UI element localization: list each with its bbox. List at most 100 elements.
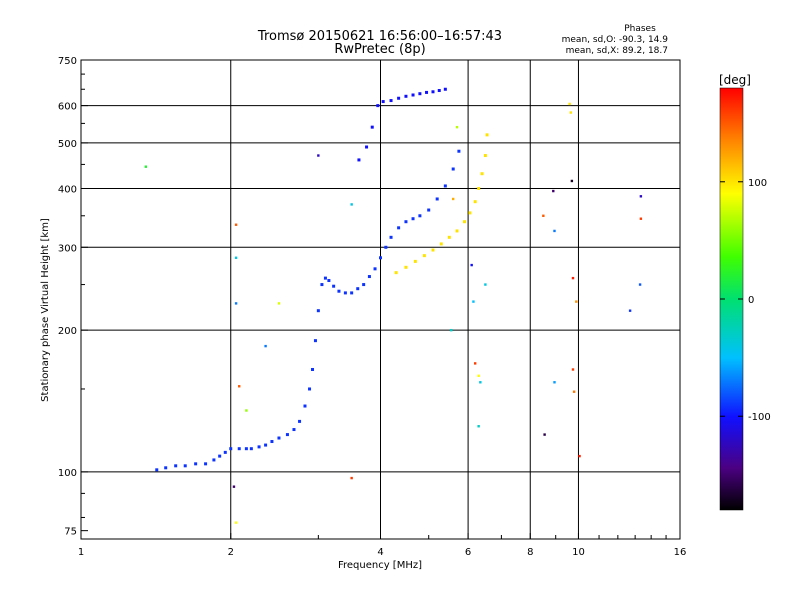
data-point	[244, 447, 248, 451]
data-point	[320, 283, 324, 287]
data-point	[277, 302, 281, 305]
data-point	[542, 214, 545, 217]
data-point	[443, 184, 447, 188]
data-point	[316, 309, 320, 313]
data-point	[155, 468, 159, 472]
chart-subtitle: RwPretec (8p)	[334, 42, 425, 57]
data-point	[483, 154, 487, 158]
data-point	[473, 362, 477, 365]
data-point	[277, 436, 281, 440]
data-point	[337, 289, 341, 293]
stats-line-x: mean, sd,X: 89.2, 18.7	[566, 46, 668, 56]
data-point	[308, 387, 312, 391]
x-tick-label: 6	[465, 547, 471, 558]
data-point	[350, 291, 354, 295]
data-point	[553, 229, 556, 233]
data-point	[332, 284, 336, 288]
data-point	[264, 443, 268, 447]
colorbar-tick-label: 0	[748, 295, 754, 306]
data-point	[298, 419, 302, 423]
data-point	[404, 265, 408, 269]
data-point	[468, 211, 472, 215]
x-tick-label: 10	[572, 547, 585, 558]
data-point	[218, 454, 222, 458]
data-point	[223, 450, 227, 454]
data-point	[376, 104, 380, 108]
data-point	[350, 476, 353, 480]
data-point	[411, 93, 415, 97]
data-point	[323, 276, 327, 280]
data-point	[425, 90, 429, 94]
chart-title: Tromsø 20150621 16:56:00–16:57:43	[257, 29, 502, 44]
data-point	[238, 385, 241, 388]
y-tick-label: 200	[58, 326, 77, 337]
data-point	[373, 267, 377, 271]
data-point	[362, 283, 366, 287]
data-point	[313, 339, 317, 343]
data-point	[204, 462, 208, 466]
data-point	[457, 149, 461, 153]
y-tick-label: 600	[58, 102, 77, 113]
data-point	[327, 279, 331, 283]
data-point	[257, 445, 261, 449]
data-point	[249, 447, 253, 451]
data-point	[480, 172, 484, 176]
data-point	[455, 125, 459, 129]
data-point	[379, 256, 382, 260]
data-point	[397, 96, 401, 100]
axis-ticks: 1 2 4 6 8 10 16 75 100 200 300 400 500 600 750	[58, 56, 686, 558]
data-point	[389, 235, 393, 239]
data-point	[183, 464, 187, 468]
data-point	[234, 223, 238, 226]
data-point	[553, 381, 556, 384]
data-point	[367, 275, 371, 279]
data-point	[575, 300, 578, 303]
data-point	[473, 200, 477, 204]
colorbar-ticks: 100 0 -100	[720, 178, 771, 423]
data-point	[245, 409, 248, 412]
data-point	[194, 462, 198, 466]
data-point	[543, 433, 546, 436]
data-point	[270, 440, 274, 444]
y-axis-label: Stationary phase Virtual Height [km]	[40, 218, 51, 402]
y-tick-label: 500	[58, 139, 77, 150]
data-point	[234, 521, 238, 524]
data-point	[462, 220, 466, 224]
data-point	[470, 263, 473, 267]
data-point	[234, 302, 238, 305]
data-point	[484, 283, 487, 286]
data-point	[292, 428, 296, 432]
data-point	[229, 447, 233, 451]
data-point	[237, 447, 241, 451]
data-point	[628, 309, 632, 312]
data-point	[234, 256, 238, 259]
data-point	[477, 374, 480, 377]
data-point	[144, 165, 148, 168]
data-point	[384, 245, 388, 249]
data-point	[164, 466, 168, 470]
data-point	[264, 344, 267, 348]
data-point	[350, 203, 353, 206]
y-tick-label: 400	[58, 184, 77, 195]
data-point	[568, 102, 571, 106]
data-point	[485, 133, 489, 137]
data-point	[639, 195, 643, 198]
data-point	[343, 291, 347, 295]
data-point	[639, 217, 643, 220]
data-point	[397, 226, 401, 230]
data-point	[404, 94, 408, 98]
data-point	[439, 242, 443, 246]
data-point	[450, 328, 453, 332]
data-point	[479, 381, 482, 384]
data-point	[437, 89, 441, 93]
data-point	[311, 367, 315, 371]
data-point	[381, 100, 385, 104]
data-point	[552, 189, 555, 193]
x-axis-label: Frequency [MHz]	[338, 560, 422, 571]
data-point	[232, 485, 236, 488]
data-point	[571, 276, 575, 280]
colorbar-tick-label: 100	[748, 178, 767, 189]
stats-line-o: mean, sd,O: -90.3, 14.9	[562, 35, 669, 45]
